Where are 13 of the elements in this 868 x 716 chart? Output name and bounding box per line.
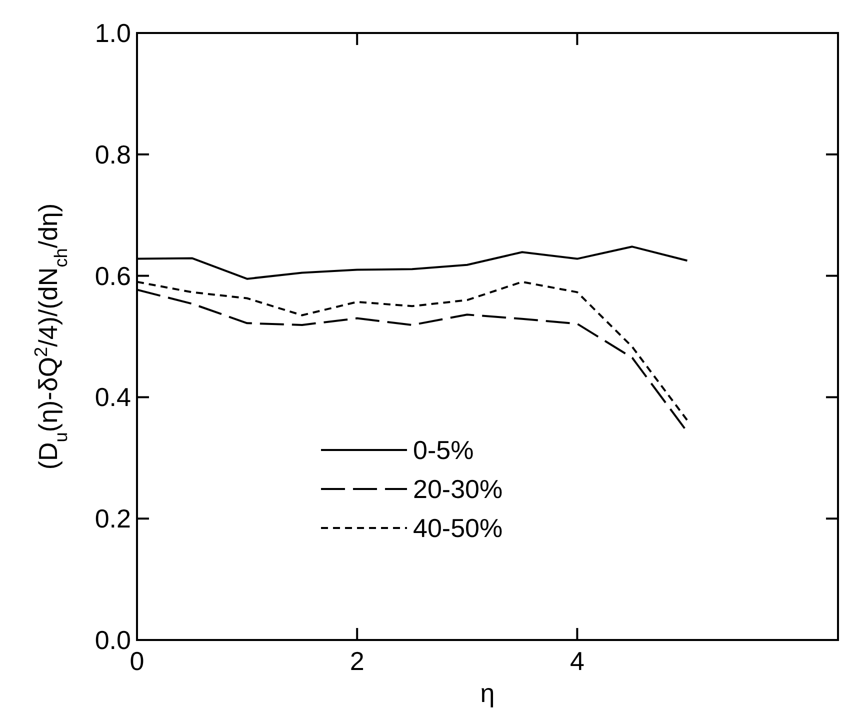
y-tick-label: 0.2 (94, 504, 131, 534)
x-axis-title: η (480, 678, 495, 708)
x-tick-label: 4 (570, 646, 584, 676)
legend-label: 0-5% (413, 435, 474, 465)
y-tick-label: 0.0 (94, 625, 131, 655)
y-tick-label: 0.8 (94, 139, 131, 170)
x-tick-label: 2 (350, 646, 364, 676)
legend-label: 40-50% (413, 513, 503, 543)
y-tick-label: 1.0 (94, 18, 131, 48)
y-tick-label: 0.4 (94, 382, 131, 412)
legend-label: 20-30% (413, 474, 503, 504)
x-tick-label: 0 (130, 646, 144, 676)
y-tick-label: 0.6 (94, 260, 131, 291)
